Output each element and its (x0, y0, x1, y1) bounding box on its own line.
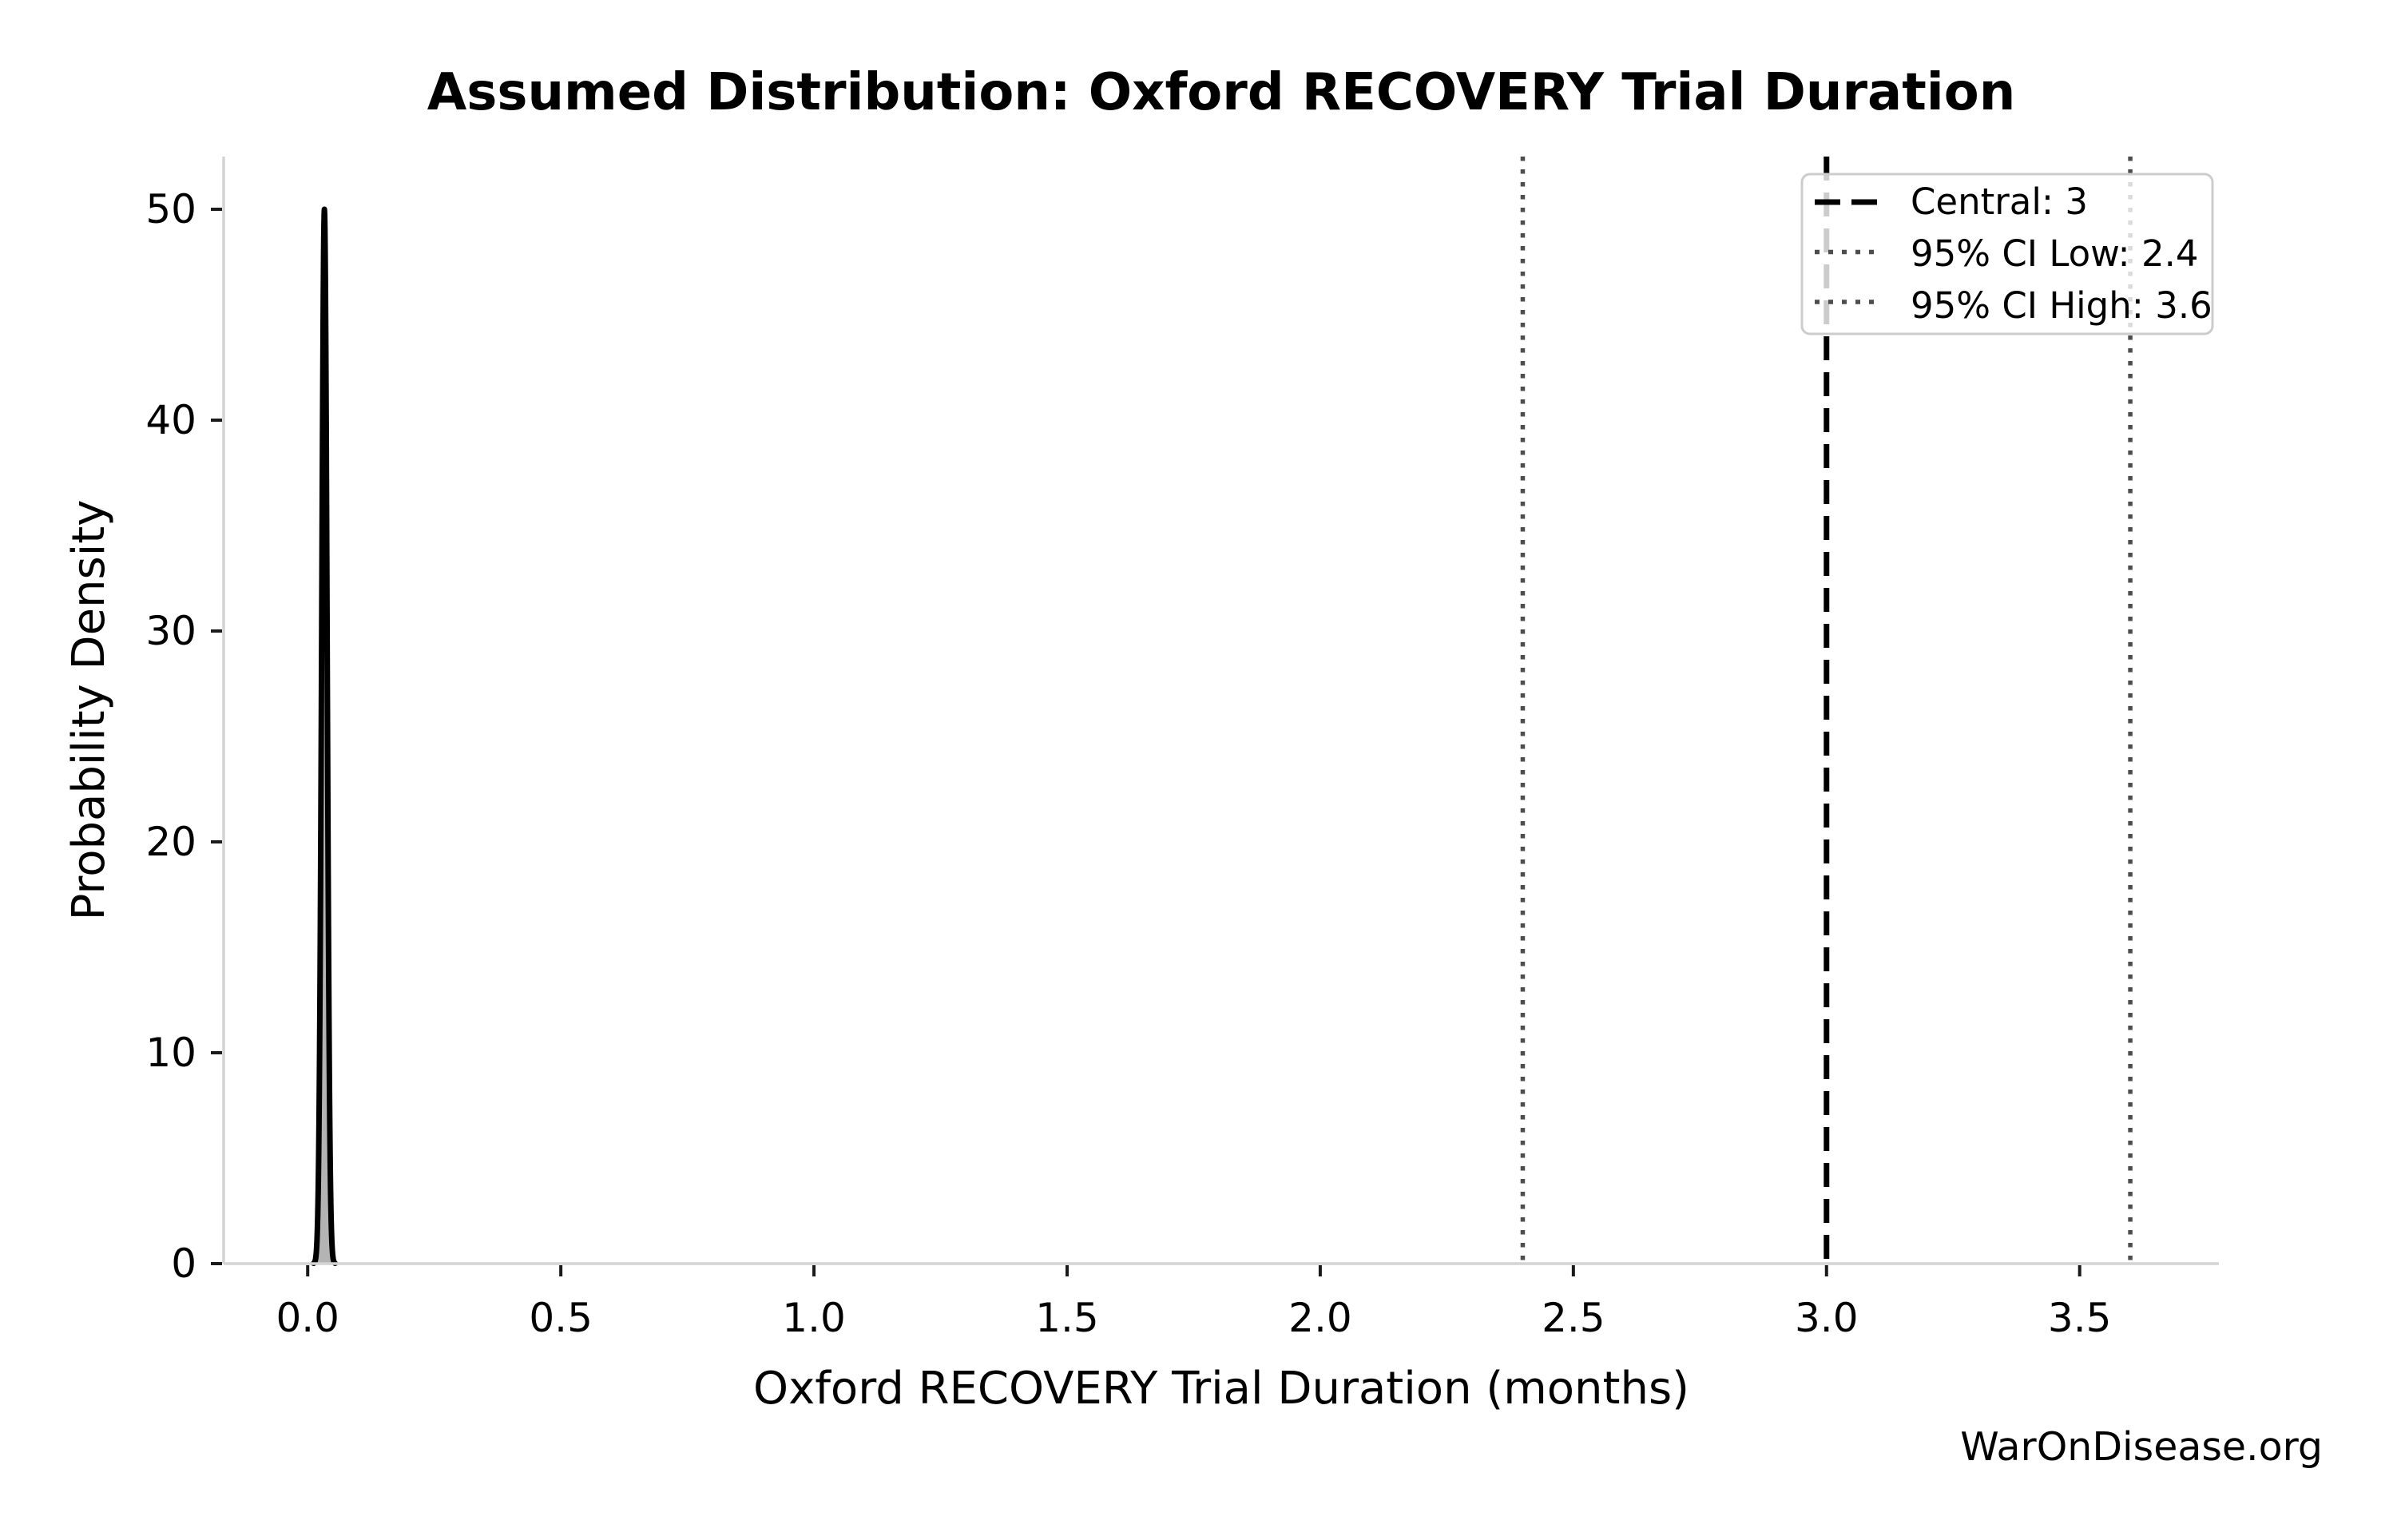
x-tick-label: 2.5 (1542, 1295, 1605, 1341)
y-tick-label: 30 (145, 608, 196, 654)
x-tick-label: 1.0 (782, 1295, 846, 1341)
watermark-text: WarOnDisease.org (1960, 1424, 2323, 1470)
legend-ci-high-label: 95% CI High: 3.6 (1911, 284, 2212, 327)
x-tick-label: 3.0 (1795, 1295, 1859, 1341)
distribution-fill (313, 209, 335, 1264)
chart-title: Assumed Distribution: Oxford RECOVERY Tr… (427, 63, 2016, 122)
y-axis-label: Probability Density (63, 500, 115, 921)
x-tick-label: 2.0 (1288, 1295, 1352, 1341)
y-tick-label: 10 (145, 1030, 196, 1076)
y-tick-label: 20 (145, 819, 196, 865)
y-tick-label: 50 (145, 186, 196, 232)
legend-central-label: Central: 3 (1911, 181, 2088, 223)
x-tick-label: 0.5 (529, 1295, 593, 1341)
x-tick-label: 1.5 (1035, 1295, 1099, 1341)
x-tick-label: 3.5 (2048, 1295, 2112, 1341)
x-axis-label: Oxford RECOVERY Trial Duration (months) (753, 1363, 1689, 1415)
y-tick-label: 40 (145, 397, 196, 443)
x-tick-label: 0.0 (276, 1295, 339, 1341)
legend-ci-low-label: 95% CI Low: 2.4 (1911, 232, 2199, 275)
y-tick-label: 0 (171, 1240, 196, 1287)
legend-box (1800, 173, 2214, 335)
distribution-curve (311, 206, 339, 1267)
plot-area: 0.0 0.5 1.0 1.5 2.0 2.5 3.0 3.5 0 10 20 30 40 50 Centr… (145, 157, 2219, 1341)
